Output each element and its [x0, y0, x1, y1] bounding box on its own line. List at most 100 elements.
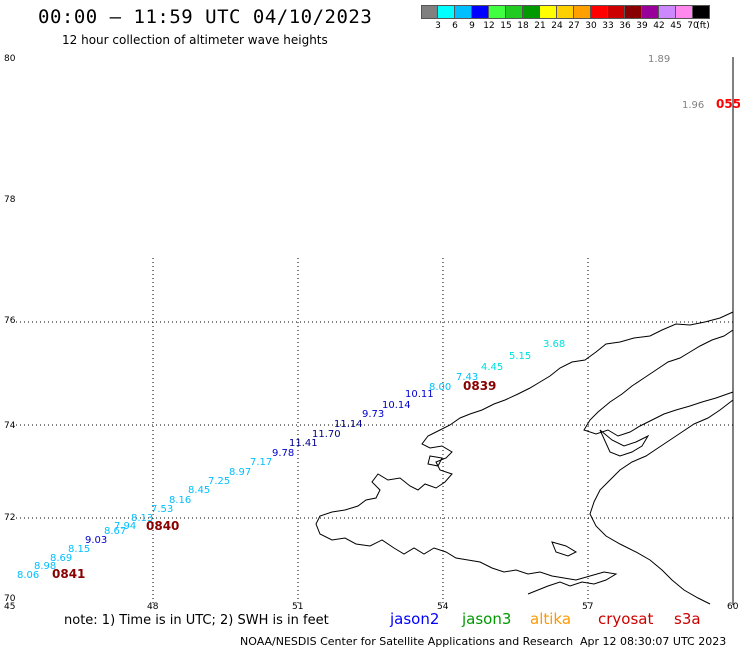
wave-height-label: 8.45 — [188, 485, 210, 496]
lat-label-78: 78 — [4, 195, 16, 205]
wave-height-label: 8.69 — [50, 553, 72, 564]
satellite-name-altika: altika — [530, 610, 572, 628]
wave-height-label: 10.11 — [405, 389, 434, 400]
wave-height-label: 7.25 — [208, 476, 230, 487]
color-legend-swatch — [608, 5, 625, 19]
color-legend-label: 9 — [469, 21, 475, 31]
wave-height-label: 3.68 — [543, 339, 565, 350]
footer-note: note: 1) Time is in UTC; 2) SWH is in fe… — [64, 613, 329, 628]
color-legend-swatch — [455, 5, 472, 19]
lat-label-80: 80 — [4, 54, 16, 64]
satellite-name-s3a: s3a — [674, 610, 701, 628]
wave-height-label: 4.45 — [481, 362, 503, 373]
color-legend-swatch — [659, 5, 676, 19]
satellite-cryosat: cryosat — [598, 610, 653, 628]
color-legend-swatch — [676, 5, 693, 19]
coastline-main — [315, 311, 734, 595]
pass-time-label: 0840 — [146, 519, 179, 533]
satellite-jason2: jason2 — [390, 610, 439, 628]
lat-label-76: 76 — [4, 316, 16, 326]
wave-height-label: 9.73 — [362, 409, 384, 420]
color-legend-swatch — [438, 5, 455, 19]
color-legend-swatch — [642, 5, 659, 19]
coastline-island-north — [583, 329, 734, 437]
color-legend-label: 42 — [653, 21, 665, 31]
color-legend-swatch — [506, 5, 523, 19]
color-legend-swatch — [693, 5, 710, 19]
map-subtitle: 12 hour collection of altimeter wave hei… — [62, 33, 328, 47]
wave-height-label: 8.16 — [169, 495, 191, 506]
color-legend-labels: 3 6 9 12 15 18 21 24 27 30 33 36 39 42 45 70 (ft) — [421, 21, 740, 33]
axis-labels: 80 78 76 74 72 70 45 48 51 54 57 60 — [4, 54, 739, 612]
coastline-east — [589, 399, 734, 605]
wave-height-label: 9.03 — [85, 535, 107, 546]
color-legend-swatch — [472, 5, 489, 19]
wave-height-labels: 1.891.963.685.154.457.438.0010.1110.149.… — [17, 54, 704, 581]
wave-height-label: 8.06 — [17, 570, 39, 581]
wave-height-label: 7.94 — [114, 521, 136, 532]
pass-time-label: 0839 — [463, 379, 496, 393]
color-legend-label: 21 — [534, 21, 546, 31]
wave-height-label: 9.78 — [272, 448, 294, 459]
lon-label-51: 51 — [292, 602, 303, 612]
color-legend-swatch — [540, 5, 557, 19]
wave-height-label: 8.13 — [131, 513, 153, 524]
color-legend-label: 33 — [602, 21, 614, 31]
wave-height-label: 8.00 — [429, 382, 451, 393]
color-legend-swatch — [625, 5, 642, 19]
wave-height-label: 11.14 — [334, 419, 363, 430]
color-legend-label: 30 — [585, 21, 597, 31]
wave-height-label: 1.89 — [648, 54, 670, 65]
satellite-name-jason2: jason2 — [390, 610, 440, 628]
pass-time-label: 055 — [716, 97, 740, 111]
island-a — [599, 429, 650, 457]
lon-label-60: 60 — [727, 602, 739, 612]
graticule — [16, 258, 733, 605]
color-legend-swatch — [523, 5, 540, 19]
satellite-jason3: jason3 — [462, 610, 511, 628]
wave-height-label: 7.17 — [250, 457, 272, 468]
wave-height-label: 8.15 — [68, 544, 90, 555]
wave-height-label: 1.96 — [682, 100, 704, 111]
color-legend-label: 24 — [551, 21, 563, 31]
lon-label-48: 48 — [147, 602, 159, 612]
color-legend-label: 15 — [500, 21, 512, 31]
wave-height-label: 7.53 — [151, 504, 173, 515]
color-legend-label: 12 — [483, 21, 495, 31]
island-c — [551, 541, 578, 557]
color-legend-label: 27 — [568, 21, 580, 31]
lat-label-72: 72 — [4, 513, 15, 523]
wave-height-label: 5.15 — [509, 351, 531, 362]
color-legend-swatch — [421, 5, 438, 19]
satellite-name-jason3: jason3 — [462, 610, 512, 628]
lon-label-57: 57 — [582, 602, 593, 612]
color-legend-label: 18 — [517, 21, 529, 31]
wave-height-label: 11.70 — [312, 429, 341, 440]
wave-height-label: 10.14 — [382, 400, 411, 411]
color-legend-label: 45 — [670, 21, 682, 31]
color-legend-label: 6 — [452, 21, 458, 31]
color-legend-swatch — [574, 5, 591, 19]
satellite-s3a: s3a — [674, 610, 701, 628]
map-title: 00:00 – 11:59 UTC 04/10/2023 — [38, 6, 373, 28]
lon-label-54: 54 — [437, 602, 449, 612]
generation-timestamp: Apr 12 08:30:07 UTC 2023 — [580, 635, 727, 648]
satellite-altika: altika — [530, 610, 571, 628]
color-legend-swatch — [489, 5, 506, 19]
color-legend-label: 36 — [619, 21, 631, 31]
lat-label-70: 70 — [4, 594, 16, 604]
wave-height-label: 8.98 — [34, 561, 56, 572]
color-legend-swatch — [557, 5, 574, 19]
pass-time-label: 0841 — [52, 567, 85, 581]
wave-height-label: 8.97 — [229, 467, 251, 478]
color-legend-bar — [421, 5, 710, 19]
wave-height-label: 7.43 — [456, 372, 478, 383]
credit-text: NOAA/NESDIS Center for Satellite Applica… — [240, 635, 574, 648]
coastline — [315, 311, 734, 605]
island-b — [427, 455, 443, 467]
satellite-name-cryosat: cryosat — [598, 610, 654, 628]
pass-time-labels: 0839 0840 0841 055 — [52, 97, 740, 581]
lat-label-74: 74 — [4, 421, 16, 431]
color-legend-label: (ft) — [696, 21, 710, 31]
